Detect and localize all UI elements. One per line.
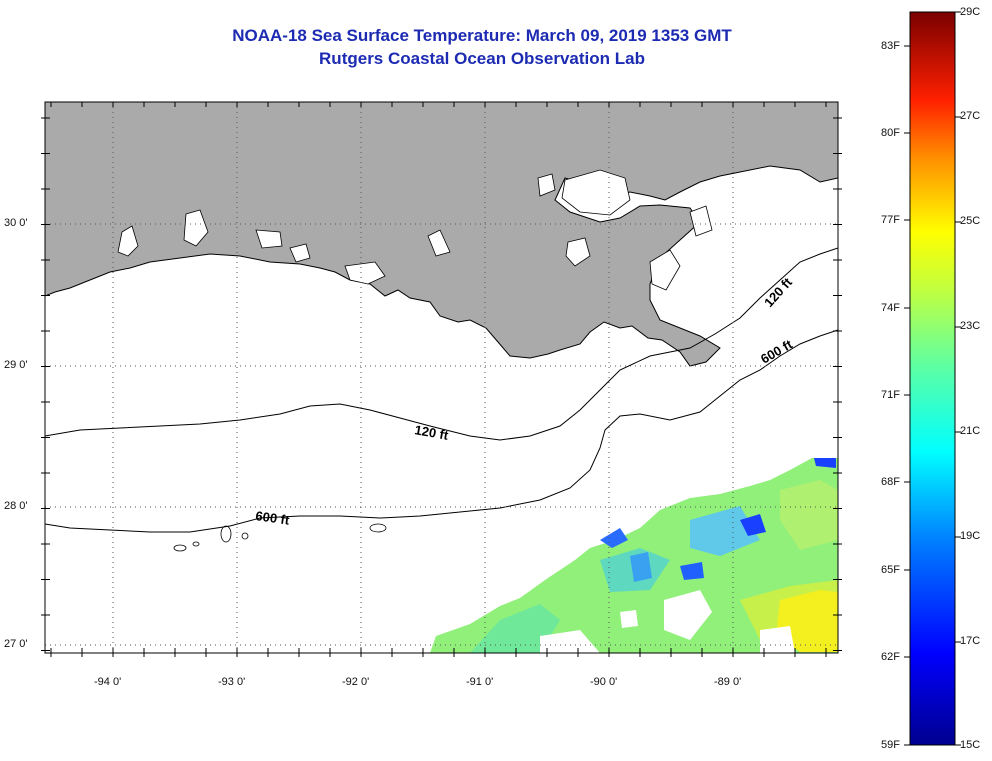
colorbar-label-f: 80F — [881, 127, 900, 139]
colorbar-label-f: 77F — [881, 214, 900, 226]
lon-label: -89 0' — [714, 676, 742, 688]
colorbar-label-f: 62F — [881, 651, 900, 663]
contour-label-600ft: 600 ft — [255, 508, 291, 528]
contour-label-120ft: 120 ft — [413, 422, 450, 443]
lake — [689, 205, 713, 237]
lat-label: 27 0' — [4, 638, 28, 650]
colorbar-label-c: 27C — [960, 110, 981, 122]
lon-label: -91 0' — [466, 676, 494, 688]
colorbar-label-c: 15C — [960, 739, 981, 751]
sst-data-region — [740, 514, 766, 536]
sst-data-region — [814, 458, 836, 468]
colorbar-label-f: 59F — [881, 739, 900, 751]
sst-data-region — [630, 552, 652, 582]
no-data-gap — [540, 630, 600, 653]
sst-data-region — [780, 480, 838, 550]
map-title: NOAA-18 Sea Surface Temperature: March 0… — [232, 26, 732, 45]
lon-label: -90 0' — [590, 676, 618, 688]
lake — [537, 173, 556, 197]
sst-data-region — [470, 604, 560, 653]
no-data-gap — [620, 610, 638, 628]
colorbar-label-f: 74F — [881, 302, 900, 314]
sst-data-region — [680, 562, 704, 580]
shelf-feature — [192, 541, 200, 547]
sst-data-region — [600, 528, 628, 548]
colorbar-label-c: 25C — [960, 215, 981, 227]
colorbar-label-f: 83F — [881, 40, 900, 52]
lake — [427, 229, 451, 257]
colorbar-label-c: 29C — [960, 6, 981, 18]
no-data-gap — [664, 590, 712, 640]
map-subtitle: Rutgers Coastal Ocean Observation Lab — [319, 49, 645, 68]
lake — [565, 237, 591, 267]
lake — [117, 225, 139, 257]
grid — [45, 102, 838, 653]
lake — [289, 243, 311, 263]
lat-label: 28 0' — [4, 500, 28, 512]
colorbar-label-f: 68F — [881, 476, 900, 488]
shelf-feature — [220, 525, 232, 543]
lake — [183, 209, 209, 247]
lat-label: 29 0' — [4, 359, 28, 371]
lon-label: -94 0' — [94, 676, 122, 688]
lake — [255, 229, 283, 249]
colorbar-label-c: 23C — [960, 320, 981, 332]
colorbar — [909, 11, 956, 746]
lake — [649, 249, 681, 291]
lake — [344, 261, 386, 285]
lake — [561, 169, 631, 216]
contour-600ft — [45, 329, 838, 533]
shelf-feature — [241, 532, 249, 540]
shelf-feature — [369, 523, 387, 533]
lon-label: -92 0' — [342, 676, 370, 688]
colorbar-label-c: 21C — [960, 425, 981, 437]
colorbar-label-c: 19C — [960, 530, 981, 542]
colorbar-label-f: 65F — [881, 564, 900, 576]
contour-120ft — [45, 247, 838, 441]
lon-label: -93 0' — [218, 676, 246, 688]
sst-data-region — [690, 506, 760, 556]
lat-label: 30 0' — [4, 217, 28, 229]
colorbar-label-c: 17C — [960, 635, 981, 647]
no-data-gap — [760, 626, 795, 653]
frame-ticks — [41, 102, 842, 657]
shelf-feature — [173, 544, 187, 552]
colorbar-label-f: 71F — [881, 389, 900, 401]
colorbar-ticks — [904, 11, 961, 746]
map-frame — [44, 101, 839, 654]
